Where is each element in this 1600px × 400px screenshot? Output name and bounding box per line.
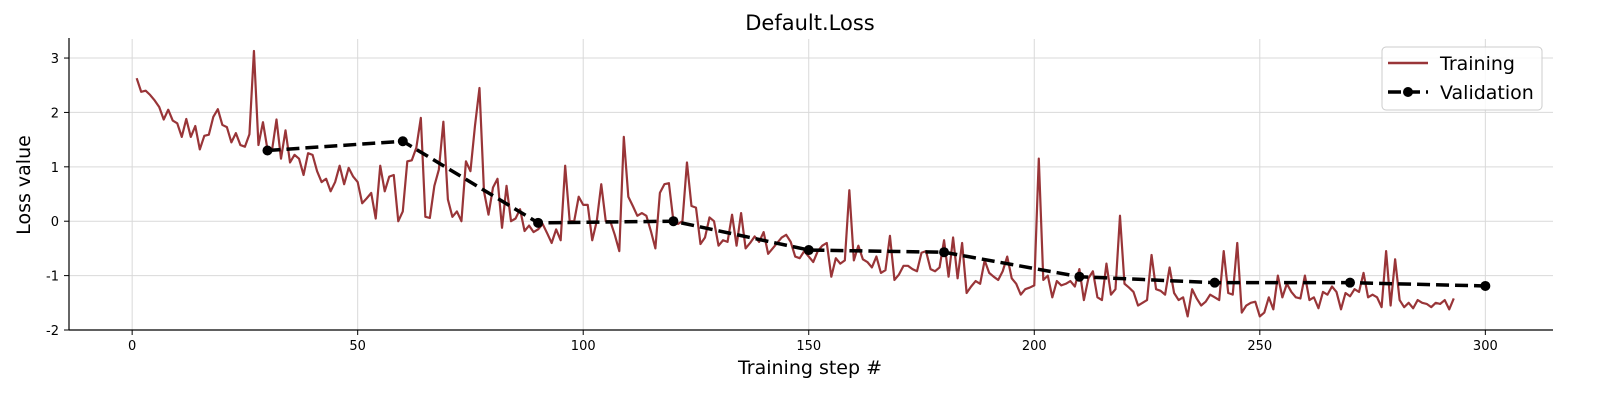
x-tick-label: 150 (796, 339, 821, 354)
x-tick-label: 0 (128, 339, 136, 354)
x-tick-label: 300 (1473, 339, 1498, 354)
x-tick-label: 250 (1247, 339, 1272, 354)
series-point-validation (939, 247, 950, 258)
series-point-validation (397, 136, 408, 147)
legend-label-training: Training (1439, 53, 1515, 75)
series-point-validation (668, 216, 679, 227)
y-tick-label: -1 (46, 270, 59, 285)
x-tick-label: 50 (349, 339, 366, 354)
legend-marker-validation (1403, 87, 1413, 97)
series-layer (135, 49, 1491, 318)
axes (68, 38, 1553, 331)
series-point-validation (1345, 277, 1356, 288)
x-ticks: 0 50 100 150 200 250 300 (128, 330, 1498, 354)
series-point-validation (803, 245, 814, 256)
y-ticks: -2 -1 0 1 2 3 (46, 52, 69, 339)
series-point-validation (1074, 271, 1085, 282)
x-axis-title: Training step # (737, 357, 882, 379)
y-axis-title: Loss value (13, 135, 35, 235)
series-point-validation (1209, 277, 1220, 288)
y-tick-label: 1 (51, 161, 59, 176)
y-tick-label: -2 (46, 324, 59, 339)
y-tick-label: 3 (51, 52, 59, 67)
series-line-validation (267, 139, 1486, 288)
x-tick-label: 100 (571, 339, 596, 354)
series-point-validation (1480, 280, 1491, 291)
chart-title: Default.Loss (745, 11, 874, 35)
y-tick-label: 0 (51, 215, 59, 230)
grid (69, 39, 1553, 331)
series-point-validation (533, 217, 544, 228)
x-tick-label: 200 (1022, 339, 1047, 354)
series-point-validation (262, 145, 273, 156)
legend-label-validation: Validation (1440, 82, 1534, 104)
y-tick-label: 2 (51, 106, 59, 121)
series-line-training (135, 49, 1455, 318)
legend: Training Validation (1381, 46, 1543, 111)
